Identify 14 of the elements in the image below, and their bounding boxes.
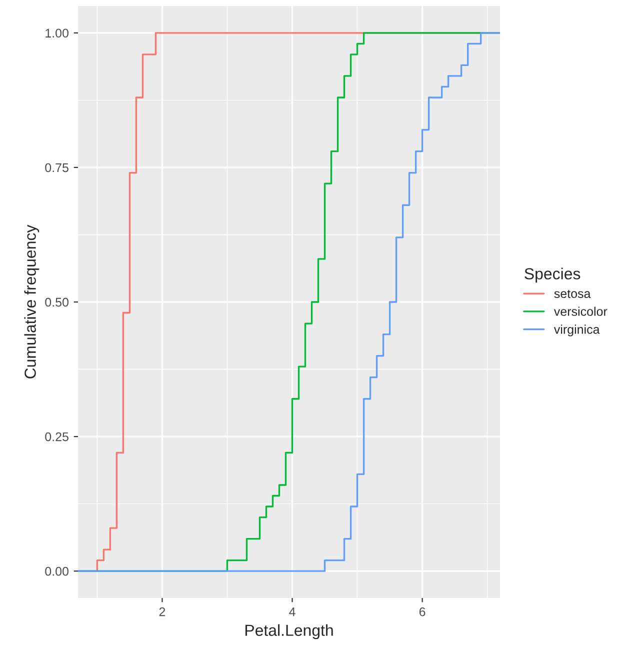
x-axis-title: Petal.Length <box>245 624 333 640</box>
y-tick-label: 0.50 <box>45 298 68 307</box>
legend-title: Species <box>524 268 580 283</box>
y-tick-label: 0.75 <box>45 163 68 172</box>
y-tick-label: 0.25 <box>45 432 68 442</box>
y-tick-label: 1.00 <box>46 28 68 38</box>
y-axis-title: Cumulative frequency <box>24 224 40 378</box>
legend-label: versicolor <box>554 306 608 316</box>
x-tick-label: 6 <box>419 607 426 616</box>
x-tick-label: 4 <box>289 607 296 616</box>
legend-label: setosa <box>554 290 591 298</box>
y-tick-label: 0.00 <box>45 566 68 576</box>
x-tick-label: 2 <box>159 607 166 616</box>
legend-label: virginica <box>554 324 600 336</box>
